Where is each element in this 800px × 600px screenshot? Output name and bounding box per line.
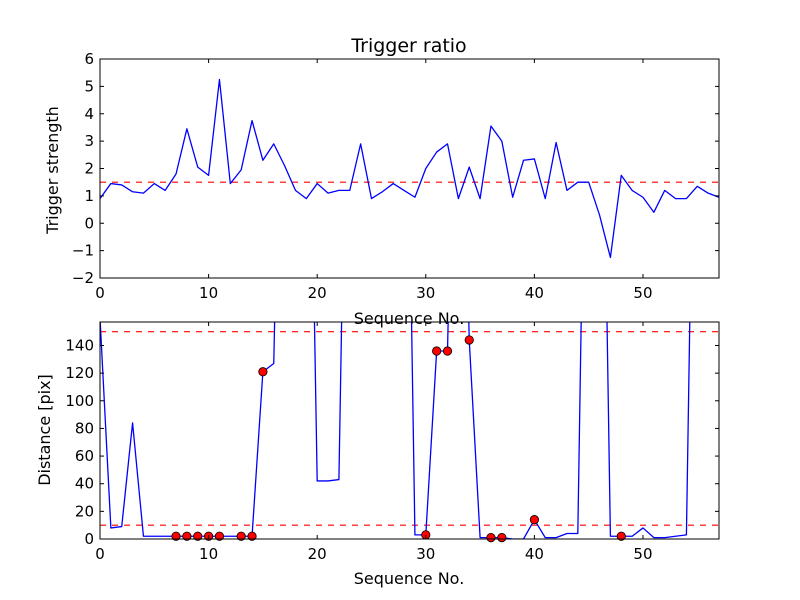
marker-point [214,531,225,541]
x-tick-label: 50 [633,545,652,563]
x-tick-label: 10 [199,545,218,563]
x-tick-label: 0 [95,545,105,563]
x-tick-label: 40 [525,284,544,302]
x-tick-label: 40 [525,545,544,563]
marker-point [247,531,257,541]
marker-point [182,531,192,541]
plot-frame [99,321,720,540]
y-tick-label: 100 [65,392,94,410]
marker-point [464,335,474,345]
trigger-ratio-chart: Trigger ratio Sequence No. Trigger stren… [43,35,720,328]
series-line [100,322,691,539]
y-tick-label: 0 [84,214,94,232]
y-tick-label: 2 [84,160,94,178]
y-tick-label: 5 [84,77,94,95]
y-tick-label: 140 [65,336,94,354]
marker-point [529,515,539,525]
x-tick-label: 10 [199,284,218,302]
marker-point [193,531,203,541]
x-tick-label: 20 [308,545,327,563]
marker-point [432,346,442,356]
y-axis-label: Trigger strength [43,106,62,235]
y-tick-label: 20 [75,502,94,520]
chart-title: Trigger ratio [350,35,466,57]
x-tick-label: 20 [308,284,327,302]
y-tick-label: 60 [75,447,94,465]
y-tick-label: 6 [84,50,94,68]
x-axis-label: Sequence No. [354,309,465,328]
y-tick-label: −1 [72,242,94,260]
distance-chart: Sequence No. Distance [pix] 0 10 20 30 40 50 0… [35,321,720,588]
y-tick-label: 1 [84,187,94,205]
y-tick-label: 3 [84,132,94,150]
marker-point [486,533,496,543]
series-line [100,78,719,259]
marker-point [236,531,246,541]
marker-point [258,367,268,377]
x-tick-label: 0 [95,284,105,302]
y-tick-label: −2 [72,269,94,287]
y-tick-label: 4 [84,105,94,123]
marker-point [497,533,507,543]
x-tick-label: 30 [416,545,435,563]
y-tick-label: 0 [84,530,94,548]
marker-point [616,531,626,541]
y-axis-label: Distance [pix] [35,374,54,486]
marker-point [442,346,453,356]
y-tick-label: 40 [75,475,94,493]
x-axis-label: Sequence No. [354,569,465,588]
y-tick-label: 120 [65,364,94,382]
y-tick-label: 80 [75,419,94,437]
x-tick-label: 50 [633,284,652,302]
x-tick-label: 30 [416,284,435,302]
marker-point [171,531,181,541]
